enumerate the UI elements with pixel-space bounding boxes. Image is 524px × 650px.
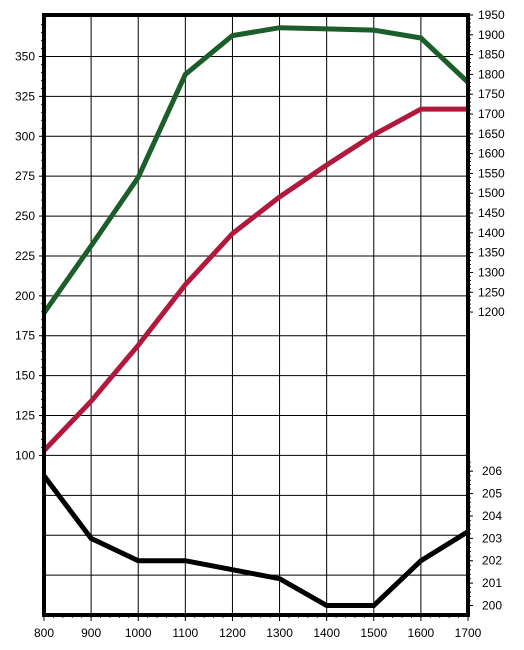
left-tick-label: 325 [15,89,35,103]
left-tick-label: 125 [15,409,35,423]
right-upper-tick-label: 1250 [478,285,505,299]
right-lower-tick-label: 206 [482,464,502,478]
left-tick-label: 150 [15,369,35,383]
right-upper-tick-label: 1750 [478,87,505,101]
right-upper-tick-label: 1900 [478,28,505,42]
left-axis-ticks: 100 125 150 175 200 225 250 275 300 325 350 [15,24,44,462]
x-tick-label: 1500 [360,626,387,640]
x-tick-label: 1400 [313,626,340,640]
x-tick-label: 1100 [172,626,198,640]
left-tick-label: 300 [15,129,35,143]
right-upper-tick-label: 1200 [478,305,505,319]
left-tick-label: 275 [15,169,35,183]
right-upper-tick-label: 1300 [478,265,505,279]
x-tick-label: 1000 [125,626,152,640]
right-upper-tick-label: 1450 [478,206,505,220]
x-tick-label: 800 [34,626,54,640]
right-lower-tick-label: 202 [482,554,502,568]
right-lower-tick-label: 201 [482,576,502,590]
right-upper-tick-label: 1600 [478,147,505,161]
plot-frame [42,13,470,617]
right-upper-tick-label: 1650 [478,127,505,141]
right-lower-tick-label: 203 [482,531,502,545]
left-tick-label: 250 [15,209,35,223]
right-upper-tick-label: 1550 [478,166,505,180]
right-lower-tick-label: 205 [482,487,502,501]
grid [43,15,469,615]
right-lower-tick-label: 200 [482,599,502,613]
series-lines [41,25,470,608]
right-upper-tick-label: 1850 [478,48,505,62]
series-line-3 [42,474,470,608]
left-tick-label: 200 [15,289,35,303]
right-upper-tick-label: 1350 [478,246,505,260]
left-tick-label: 100 [15,448,35,462]
x-tick-label: 1600 [408,626,435,640]
x-tick-label: 1300 [266,626,293,640]
right-upper-tick-label: 1800 [478,67,505,81]
right-lower-tick-label: 204 [482,509,502,523]
x-tick-label: 1200 [219,626,246,640]
left-tick-label: 350 [15,49,35,63]
right-upper-tick-label: 1700 [478,107,505,121]
series-line-1 [41,25,470,315]
left-tick-label: 225 [15,249,35,263]
plot-border [42,13,470,617]
right-upper-tick-label: 1400 [478,226,505,240]
x-tick-label: 1700 [455,626,482,640]
x-axis-ticks: 800 900 1000 1100 1200 1300 1400 1500 1600 1700 [34,615,482,640]
series-line-2 [42,106,468,453]
left-tick-label: 175 [15,329,35,343]
right-upper-tick-label: 1950 [478,8,505,22]
right-axis-ticks: 1200 1250 1300 1350 1400 1450 1500 1550 1600 1650… [468,8,505,613]
x-tick-label: 900 [81,626,101,640]
right-upper-tick-label: 1500 [478,186,505,200]
